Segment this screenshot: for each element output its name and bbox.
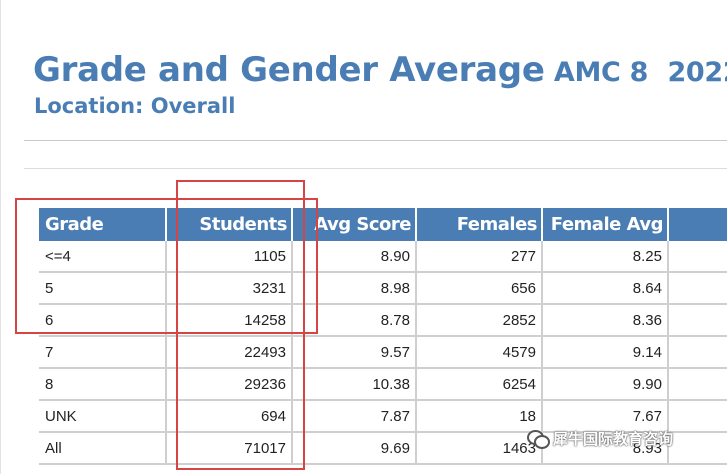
cell-avg-score: 7.87: [293, 401, 417, 433]
grade-gender-table: Grade Students Avg Score Females Female …: [39, 208, 727, 465]
cell-students: 694: [167, 401, 293, 433]
watermark: 犀牛国际教育咨询: [527, 428, 673, 449]
cell-females: 1463: [417, 433, 543, 465]
cell-grade: 7: [39, 337, 167, 369]
cell-females: 277: [417, 241, 543, 273]
cell-female-avg: 8.25: [543, 241, 669, 273]
divider: [24, 168, 727, 169]
report-title-year: 2022: [667, 57, 727, 88]
cell-truncated: [669, 305, 727, 337]
cell-female-avg: 8.93: [543, 433, 669, 465]
cell-female-avg: 9.90: [543, 369, 669, 401]
cell-females: 2852: [417, 305, 543, 337]
report-title: Grade and Gender Average AMC 8 2022: [33, 50, 727, 90]
cell-students: 14258: [167, 305, 293, 337]
cell-students: 29236: [167, 369, 293, 401]
cell-female-avg: 8.64: [543, 273, 669, 305]
table-row: <=4 1105 8.90 277 8.25: [39, 241, 727, 273]
wechat-icon: [527, 429, 550, 449]
header-female-avg: Female Avg: [543, 208, 669, 241]
cell-female-avg: 8.36: [543, 305, 669, 337]
table-row: 6 14258 8.78 2852 8.36: [39, 305, 727, 337]
cell-females: 6254: [417, 369, 543, 401]
cell-females: 18: [417, 401, 543, 433]
header-females: Females: [417, 208, 543, 241]
cell-students: 22493: [167, 337, 293, 369]
cell-female-avg: 7.67: [543, 401, 669, 433]
cell-avg-score: 8.98: [293, 273, 417, 305]
location-subtitle: Location: Overall: [34, 94, 236, 118]
header-truncated: [669, 208, 727, 241]
page-left-border: [0, 0, 1, 474]
table-header-row: Grade Students Avg Score Females Female …: [39, 208, 727, 241]
cell-truncated: [669, 273, 727, 305]
cell-avg-score: 9.57: [293, 337, 417, 369]
cell-truncated: [669, 433, 727, 465]
cell-avg-score: 10.38: [293, 369, 417, 401]
cell-female-avg: 9.14: [543, 337, 669, 369]
cell-avg-score: 8.90: [293, 241, 417, 273]
cell-truncated: [669, 241, 727, 273]
cell-grade: UNK: [39, 401, 167, 433]
table-row: All 71017 9.69 1463 8.93: [39, 433, 727, 465]
table-row: 7 22493 9.57 4579 9.14: [39, 337, 727, 369]
cell-avg-score: 8.78: [293, 305, 417, 337]
header-avg-score: Avg Score: [293, 208, 417, 241]
cell-avg-score: 9.69: [293, 433, 417, 465]
cell-grade: 6: [39, 305, 167, 337]
header-students: Students: [167, 208, 293, 241]
cell-grade: 5: [39, 273, 167, 305]
cell-females: 656: [417, 273, 543, 305]
cell-truncated: [669, 369, 727, 401]
cell-grade: <=4: [39, 241, 167, 273]
cell-females: 4579: [417, 337, 543, 369]
report-title-contest: AMC 8: [553, 57, 649, 88]
cell-students: 1105: [167, 241, 293, 273]
cell-grade: All: [39, 433, 167, 465]
cell-students: 71017: [167, 433, 293, 465]
table-row: UNK 694 7.87 18 7.67: [39, 401, 727, 433]
cell-students: 3231: [167, 273, 293, 305]
cell-truncated: [669, 337, 727, 369]
table-row: 8 29236 10.38 6254 9.90: [39, 369, 727, 401]
watermark-text: 犀牛国际教育咨询: [553, 430, 674, 448]
header-grade: Grade: [39, 208, 167, 241]
table-row: 5 3231 8.98 656 8.64: [39, 273, 727, 305]
cell-grade: 8: [39, 369, 167, 401]
report-title-main: Grade and Gender Average: [33, 50, 545, 90]
cell-truncated: [669, 401, 727, 433]
divider: [24, 140, 727, 141]
